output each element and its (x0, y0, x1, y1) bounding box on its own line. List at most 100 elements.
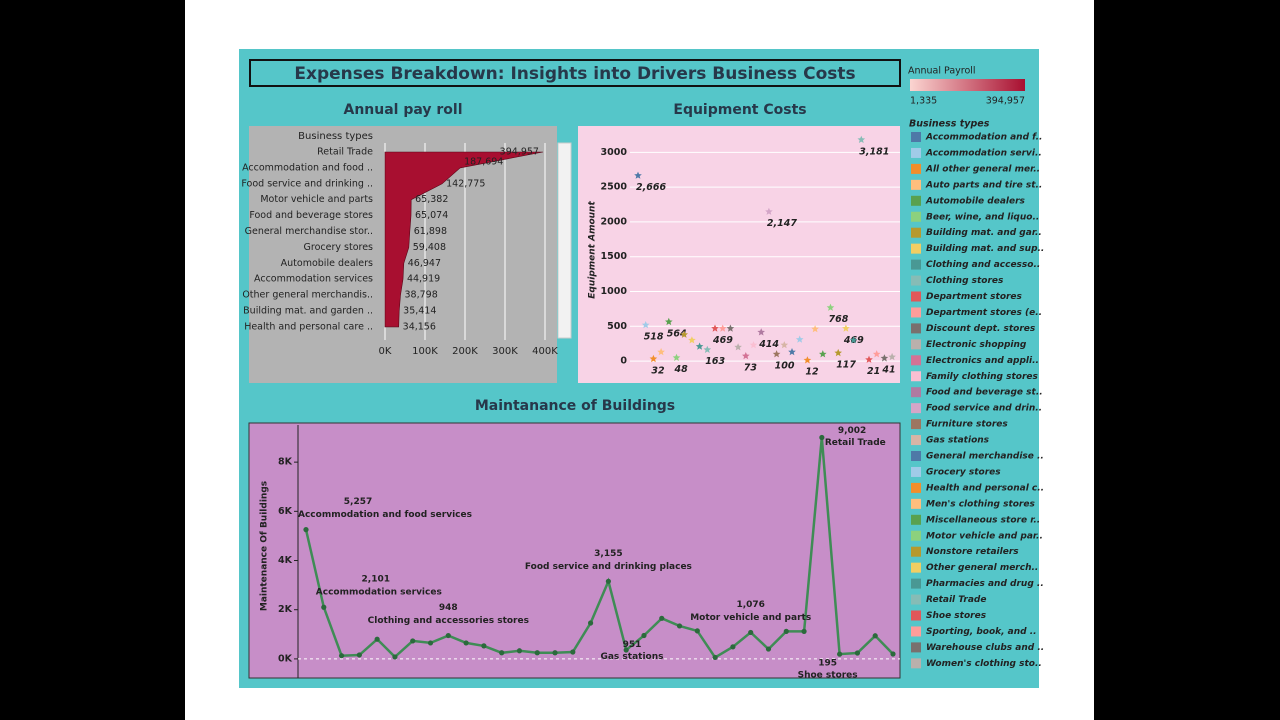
legend-label: Men's clothing stores (926, 499, 1035, 509)
data-label: 394,957 (500, 147, 539, 158)
legend-label: Warehouse clubs and .. (926, 643, 1044, 653)
point (857, 135, 866, 143)
point (865, 355, 873, 363)
legend-label: Department stores (e.. (926, 308, 1042, 318)
legend-label: Pharmacies and drug .. (926, 579, 1044, 589)
point-label: Accommodation services (316, 588, 442, 598)
point (481, 643, 487, 649)
legend-label: Furniture stores (926, 420, 1008, 430)
point (695, 342, 704, 350)
category-label: Other general merchandis.. (242, 290, 373, 301)
point-label: Gas stations (600, 652, 663, 662)
category-label: Food service and drinking .. (241, 178, 373, 189)
legend-label: Electronic shopping (926, 340, 1027, 350)
point (445, 632, 451, 639)
point (570, 649, 576, 655)
point (795, 335, 804, 343)
point (427, 640, 434, 646)
point (659, 615, 665, 621)
point (703, 345, 712, 353)
point (516, 648, 523, 654)
x-tick-label: 0K (379, 346, 392, 357)
y-tick-label: 1500 (601, 251, 628, 262)
point-label: Motor vehicle and parts (690, 613, 811, 623)
chart-title: Maintanance of Buildings (475, 398, 675, 414)
data-label: 518 (644, 332, 664, 343)
point (730, 644, 736, 650)
data-label: 3,155 (594, 549, 622, 559)
category-label: Food and beverage stores (249, 210, 373, 221)
point (748, 629, 754, 636)
legend-swatch (911, 323, 921, 334)
legend-swatch (911, 403, 921, 414)
legend-swatch (911, 562, 921, 573)
point (837, 651, 843, 657)
point (718, 324, 727, 332)
legend-swatch (911, 227, 921, 238)
point (765, 646, 772, 652)
point (688, 336, 696, 344)
y-tick-label: 3000 (601, 147, 628, 158)
data-label: 469 (712, 335, 733, 346)
point (834, 348, 842, 357)
data-label: 564 (667, 328, 687, 339)
legend-label: Shoe stores (926, 611, 987, 621)
legend-label: Building mat. and sup.. (926, 244, 1044, 254)
point (711, 324, 719, 332)
point (801, 628, 807, 634)
data-label: 3,181 (859, 146, 889, 157)
y-axis-label: Maintenance Of Buildings (260, 481, 270, 611)
legend-swatch (911, 451, 921, 461)
legend-label: Automobile dealers (925, 196, 1026, 206)
legend-swatch (911, 243, 921, 254)
y-tick-label: 500 (607, 321, 627, 332)
x-tick-label: 400K (532, 346, 558, 357)
category-label: Retail Trade (317, 147, 373, 158)
point (499, 650, 505, 656)
x-tick-label: 200K (452, 346, 478, 357)
category-label: Motor vehicle and parts (260, 194, 373, 205)
data-label: 414 (758, 339, 779, 350)
data-label: 2,147 (767, 218, 797, 229)
point-label: Shoe stores (798, 671, 858, 681)
point (634, 171, 642, 179)
legend-swatch (911, 419, 921, 430)
x-tick-label: 100K (412, 346, 438, 357)
legend-label: Health and personal c.. (926, 483, 1044, 493)
point (588, 620, 594, 626)
legend-min: 1,335 (910, 96, 937, 107)
data-label: 48 (674, 364, 689, 375)
point (890, 651, 896, 657)
legend-max: 394,957 (986, 96, 1025, 107)
legend-label: Nonstore retailers (926, 547, 1019, 557)
point (672, 353, 681, 361)
legend-label: Building mat. and gar.. (926, 228, 1042, 238)
point (803, 356, 812, 364)
y-tick-label: 0K (278, 653, 293, 664)
point (392, 654, 398, 660)
point-label: Clothing and accessories stores (368, 616, 529, 626)
point (872, 350, 881, 358)
point (463, 640, 469, 646)
point (356, 652, 362, 658)
point (726, 324, 735, 332)
data-label: 61,898 (414, 226, 447, 237)
point (780, 341, 789, 349)
point (811, 325, 819, 333)
legend-swatch (911, 275, 921, 286)
point (321, 604, 327, 610)
point (649, 354, 658, 363)
legend-label: Miscellaneous store r.. (926, 515, 1040, 525)
y-tick-label: 2K (278, 604, 293, 615)
point-label: Food service and drinking places (525, 562, 692, 572)
point (410, 638, 416, 644)
legend-swatch (911, 466, 921, 477)
legend-label: Sporting, book, and .. (926, 627, 1037, 637)
y-tick-label: 2000 (601, 216, 628, 227)
data-label: 142,775 (446, 178, 485, 189)
legend-swatch (911, 307, 921, 318)
data-label: 59,408 (413, 242, 446, 253)
data-label: 2,666 (636, 182, 666, 193)
category-header: Business types (298, 131, 373, 142)
